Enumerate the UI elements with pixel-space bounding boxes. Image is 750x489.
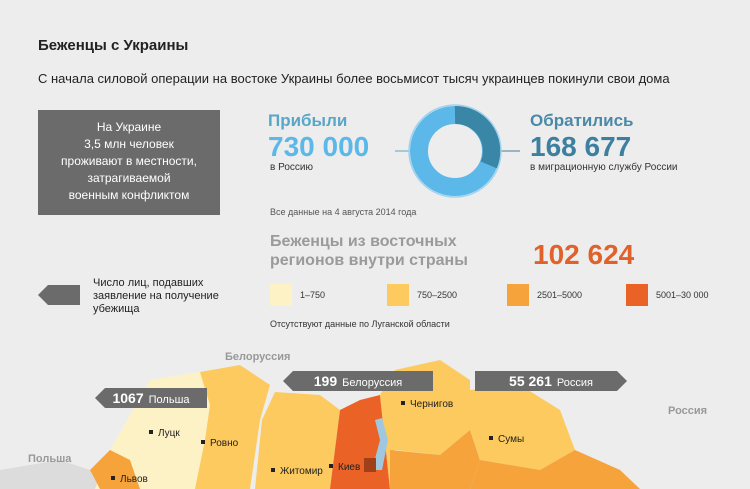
asylum-note: Число лиц, подавших <box>93 277 204 289</box>
info-line: проживают в местности, <box>61 154 197 168</box>
region <box>255 392 340 489</box>
city-label: Житомир <box>280 466 323 477</box>
asylum-note: заявление на получение <box>93 290 219 302</box>
city-label: Сумы <box>498 434 524 445</box>
arrived-label: Прибыли <box>268 111 347 130</box>
country-label: Польша <box>28 453 72 465</box>
region <box>90 450 140 489</box>
info-box <box>38 110 220 215</box>
legend-swatch <box>270 284 292 306</box>
city-dot <box>271 468 275 472</box>
arrow-country: Белоруссия <box>342 377 402 389</box>
legend-label: 5001–30 000 <box>656 290 709 300</box>
city-label: Луцк <box>158 428 180 439</box>
applied-note: в миграционную службу России <box>530 161 678 173</box>
arrow-country: Польша <box>149 394 191 406</box>
region <box>380 360 470 489</box>
arrow <box>283 371 433 391</box>
city-dot <box>149 430 153 434</box>
legend-swatch <box>626 284 648 306</box>
region <box>390 430 480 489</box>
internal-heading: регионов внутри страны <box>270 252 468 269</box>
arrow-label: 199 Белоруссия <box>314 373 403 389</box>
region <box>195 365 270 489</box>
arrow-icon <box>38 285 80 305</box>
region <box>470 450 640 489</box>
arrow <box>475 371 627 391</box>
city-dot <box>401 401 405 405</box>
info-line: затрагиваемой <box>87 171 170 185</box>
arrived-number: 730 000 <box>268 131 369 162</box>
kiev-city <box>364 458 376 472</box>
donut-ring <box>408 104 502 198</box>
arrow-label: 55 261 Россия <box>509 373 593 389</box>
city-dot <box>111 476 115 480</box>
arrow-number: 55 261 <box>509 373 552 389</box>
internal-number: 102 624 <box>533 239 635 270</box>
donut-segment <box>454 106 501 169</box>
arrow <box>95 388 207 408</box>
asylum-note: убежища <box>93 303 140 315</box>
date-note: Все данные на 4 августа 2014 года <box>270 207 416 217</box>
arrow-number: 1067 <box>112 390 143 406</box>
river <box>372 418 388 470</box>
region <box>0 460 100 489</box>
arrow-number: 199 <box>314 373 338 389</box>
info-line: На Украине <box>97 120 162 134</box>
internal-heading: Беженцы из восточных <box>270 233 457 250</box>
info-line: 3,5 млн человек <box>84 137 174 151</box>
legend-label: 750–2500 <box>417 290 457 300</box>
legend-label: 2501–5000 <box>537 290 582 300</box>
city-label: Чернигов <box>410 399 453 410</box>
city-label: Львов <box>120 474 148 485</box>
missing-note: Отсутствуют данные по Луганской области <box>270 319 450 329</box>
city-dot <box>489 436 493 440</box>
legend-swatch <box>507 284 529 306</box>
legend-label: 1–750 <box>300 290 325 300</box>
city-dot <box>329 464 333 468</box>
arrow-label: 1067 Польша <box>112 390 190 406</box>
city-dot <box>201 440 205 444</box>
legend-swatch <box>387 284 409 306</box>
arrow-country: Россия <box>557 377 593 389</box>
title: Беженцы с Украины <box>38 37 188 54</box>
city-label: Киев <box>338 462 360 473</box>
arrived-note: в Россию <box>270 162 313 173</box>
info-line: военным конфликтом <box>69 188 190 202</box>
applied-label: Обратились <box>530 111 634 130</box>
country-label: Россия <box>668 405 707 417</box>
country-label: Белоруссия <box>225 351 290 363</box>
subtitle: С начала силовой операции на востоке Укр… <box>38 71 670 86</box>
region <box>470 385 575 470</box>
applied-number: 168 677 <box>530 131 631 162</box>
city-label: Ровно <box>210 438 239 449</box>
